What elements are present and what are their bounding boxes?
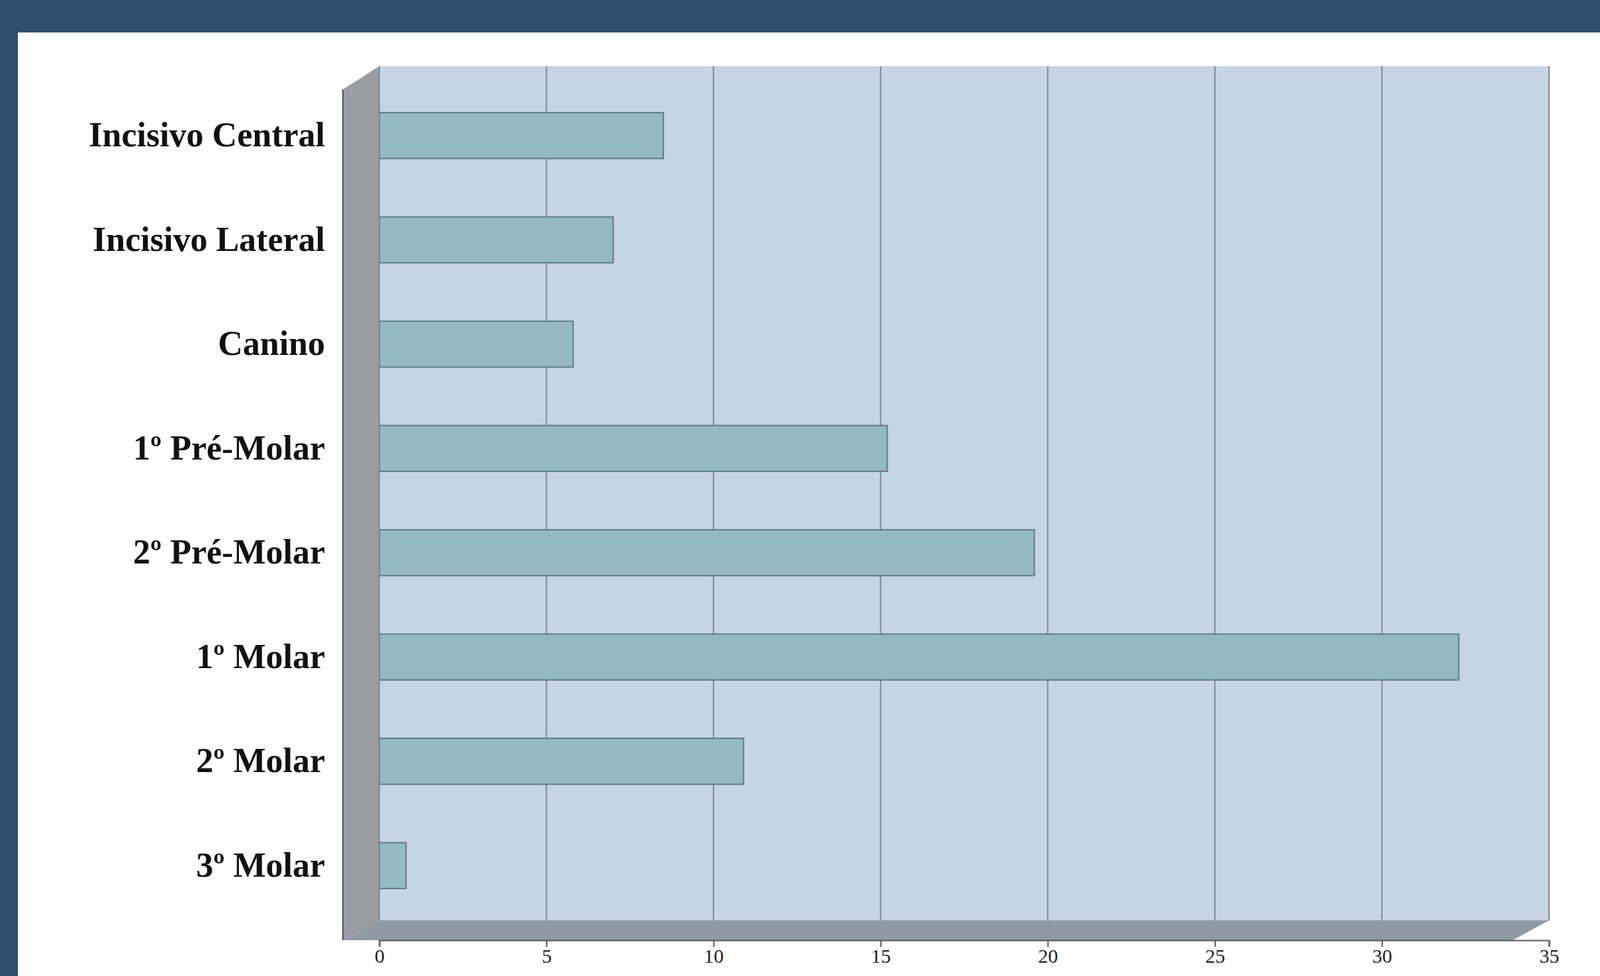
y-tick: Incisivo Lateral <box>92 220 326 259</box>
x-tick-label: 20 <box>1037 944 1058 967</box>
bar <box>379 112 664 159</box>
x-tick: 35 <box>1539 940 1560 967</box>
x-tick-label: 35 <box>1539 944 1560 967</box>
bar <box>379 738 744 784</box>
grid-line <box>545 66 547 921</box>
x-tick: 20 <box>1037 940 1058 967</box>
category-label: 2º Pré-Molar <box>133 532 326 571</box>
grid-line <box>1047 66 1049 921</box>
y-tick: 2º Pré-Molar <box>133 532 326 571</box>
category-label: Incisivo Lateral <box>92 220 326 259</box>
x-tick: 30 <box>1372 940 1393 967</box>
bar <box>379 321 574 367</box>
chart: 0 5 10 15 20 25 30 35 Incisivo Central Incisivo L… <box>0 0 1600 976</box>
bar <box>379 842 406 889</box>
x-tick-label: 10 <box>703 944 724 967</box>
grid-line <box>1381 66 1383 921</box>
x-tick: 5 <box>541 940 552 967</box>
y-axis: Incisivo Central Incisivo Lateral Canino 1º… <box>88 115 326 884</box>
y-tick: Incisivo Central <box>88 115 326 154</box>
y-tick: 2º Molar <box>195 741 326 780</box>
x-tick: 0 <box>374 940 385 967</box>
plot-wall <box>342 66 380 941</box>
plot-floor <box>342 920 1550 941</box>
x-tick-label: 15 <box>871 944 892 967</box>
x-tick-label: 25 <box>1205 944 1226 967</box>
x-tick-label: 5 <box>541 944 552 967</box>
grid-line <box>378 66 380 921</box>
category-label: 1º Molar <box>195 637 326 676</box>
bar <box>379 425 888 472</box>
y-tick: 3º Molar <box>195 846 326 884</box>
y-axis-line <box>342 89 344 941</box>
grid-line <box>1214 66 1216 921</box>
x-tick: 15 <box>871 940 892 967</box>
x-tick: 25 <box>1205 940 1226 967</box>
bar <box>379 217 613 263</box>
x-tick: 10 <box>703 940 724 967</box>
y-tick: Canino <box>217 324 326 363</box>
grid-line <box>712 66 715 921</box>
grid <box>379 66 1550 921</box>
category-label: 1º Pré-Molar <box>133 428 326 467</box>
category-label: Incisivo Central <box>88 115 326 154</box>
x-axis: 0 5 10 15 20 25 30 35 <box>374 940 1560 967</box>
grid-line <box>1548 66 1550 921</box>
bar <box>379 634 1459 680</box>
category-label: 3º Molar <box>195 846 326 884</box>
bar <box>379 529 1035 576</box>
y-tick: 1º Molar <box>195 637 326 676</box>
panel <box>17 32 1600 976</box>
y-tick: 1º Pré-Molar <box>133 428 326 467</box>
category-label: 2º Molar <box>195 741 326 780</box>
category-label: Canino <box>217 324 326 363</box>
bars <box>379 112 1459 889</box>
grid-line <box>879 66 882 921</box>
plot-background <box>379 66 1550 921</box>
x-tick-label: 0 <box>374 944 385 967</box>
x-tick-label: 30 <box>1372 944 1393 967</box>
